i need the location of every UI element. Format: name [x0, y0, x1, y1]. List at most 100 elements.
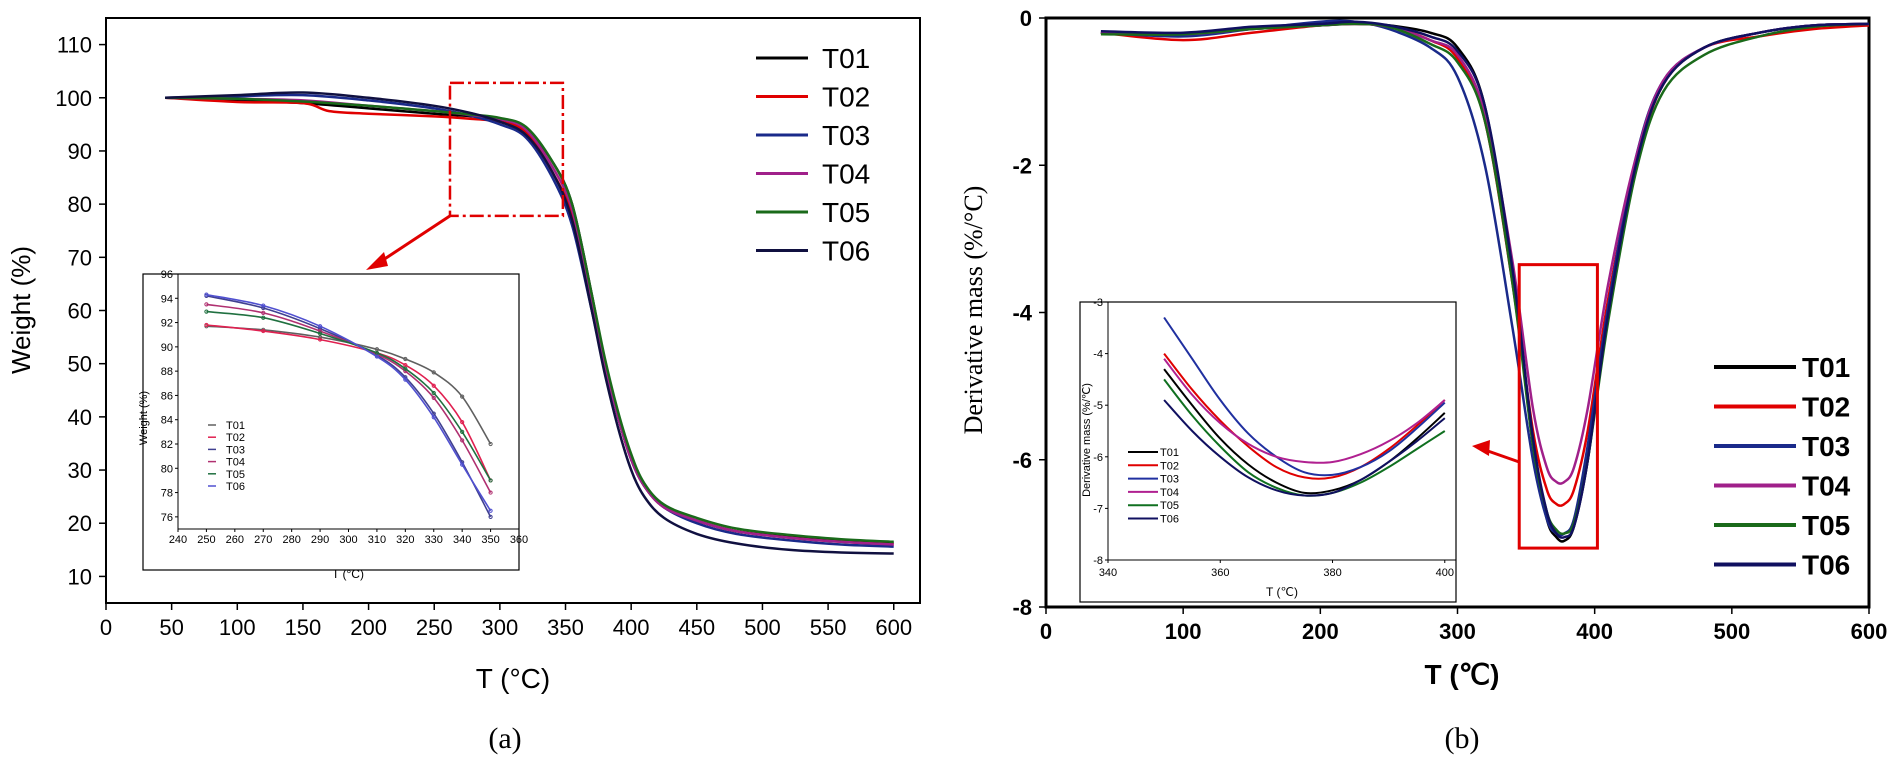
chart-a-y-axis-label: Weight (%) [6, 246, 36, 374]
chart-b-inset-series-t06 [1163, 399, 1446, 497]
chart-a-inset-x-tick-label: 290 [311, 534, 329, 546]
chart-a-inset-legend-label-t01: T01 [226, 420, 245, 432]
chart-b-inset-series-t04 [1163, 358, 1446, 464]
chart-b-x-tick-label: 100 [1165, 619, 1202, 644]
chart-a-x-tick-label: 450 [678, 615, 715, 640]
chart-a-inset-y-tick-label: 90 [161, 342, 173, 354]
chart-b-x-axis-label: T (℃) [1425, 659, 1500, 690]
chart-a-inset-legend-label-t02: T02 [226, 432, 245, 444]
chart-a-inset-point-t05 [317, 331, 323, 336]
chart-b-panel-label: (b) [1445, 722, 1480, 755]
chart-a-inset-point-t06 [374, 354, 380, 359]
chart-a-inset-x-tick-label: 310 [368, 534, 386, 546]
chart-a-inset-legend-label-t05: T05 [226, 469, 245, 481]
chart-b-x-tick-label: 500 [1713, 619, 1750, 644]
chart-a-inset-y-tick-label: 76 [161, 512, 173, 524]
chart-a-inset-y-tick-label: 84 [161, 415, 173, 427]
chart-a-inset-point-t04 [261, 310, 266, 315]
chart-b-zoom-arrowhead [1472, 440, 1490, 456]
chart-b-inset-series-t02 [1163, 352, 1446, 480]
chart-a-inset-point-t05 [431, 390, 436, 396]
chart-a-inset-x-tick-label: 340 [453, 534, 471, 546]
chart-a-inset-y-tick-label: 86 [161, 390, 173, 402]
chart-b-inset-legend-label-t02: T02 [1160, 460, 1179, 472]
chart-a-y-tick-label: 70 [68, 245, 92, 270]
chart-a-inset-point-t05 [261, 315, 266, 320]
chart-a-x-tick-label: 0 [100, 615, 112, 640]
chart-a-y-tick-label: 90 [68, 139, 92, 164]
chart-a-inset-point-t05 [403, 366, 408, 371]
chart-b-x-tick-label: 0 [1040, 619, 1052, 644]
chart-a-inset-point-t04 [488, 490, 493, 495]
chart-a-inset-point-t01 [460, 394, 465, 399]
chart-b-inset-y-tick-label: -8 [1093, 555, 1103, 567]
chart-a-inset-y-tick-label: 82 [161, 439, 173, 451]
chart-a-x-tick-label: 100 [219, 615, 256, 640]
chart-b-inset-legend-label-t03: T03 [1160, 474, 1179, 486]
chart-a-inset-x-tick-label: 350 [481, 534, 499, 546]
chart-b-inset-legend-label-t01: T01 [1160, 447, 1179, 459]
chart-b-x-tick-label: 600 [1851, 619, 1888, 644]
chart-a-legend-label-t05: T05 [822, 197, 870, 228]
chart-b-legend-label-t03: T03 [1802, 431, 1850, 462]
chart-b-inset-x-tick-label: 340 [1099, 567, 1117, 579]
chart-a-inset-legend-label-t04: T04 [226, 457, 245, 469]
chart-b-inset-x-tick-label: 360 [1211, 567, 1229, 579]
chart-b-y-tick-label: -2 [1012, 153, 1032, 178]
chart-b-legend-label-t01: T01 [1802, 352, 1850, 383]
chart-a-legend-label-t01: T01 [822, 43, 870, 74]
chart-a-zoom-arrow [379, 214, 451, 264]
chart-a-y-tick-label: 20 [68, 511, 92, 536]
chart-a-inset-x-tick-label: 300 [339, 534, 357, 546]
chart-b-legend-label-t06: T06 [1802, 550, 1850, 581]
chart-a-inset-point-t05 [460, 429, 465, 434]
chart-a-y-tick-label: 10 [68, 564, 92, 589]
chart-b-inset-y-axis-label: Derivative mass (%/℃) [1081, 383, 1093, 497]
chart-b-inset-legend-label-t06: T06 [1160, 514, 1179, 526]
chart-a-inset-x-tick-label: 330 [425, 534, 443, 546]
chart-a-y-tick-label: 50 [68, 352, 92, 377]
chart-a-inset-point-t05 [488, 478, 493, 483]
chart-a-series-t06 [165, 91, 894, 555]
chart-b-legend-label-t05: T05 [1802, 510, 1850, 541]
chart-a-x-tick-label: 600 [875, 615, 912, 640]
chart-b-x-tick-label: 200 [1302, 619, 1339, 644]
chart-b-y-tick-label: -8 [1012, 595, 1032, 620]
chart-b-legend-label-t02: T02 [1802, 392, 1850, 423]
chart-a-x-tick-label: 250 [416, 615, 453, 640]
chart-a: 0 50 100 150 200 250 300 350 400 450 500 550 600 10 20… [6, 17, 921, 755]
chart-a-legend: T01 T02 T03 T04 T05 T06 [756, 43, 870, 267]
chart-a-inset-x-tick-label: 240 [169, 534, 187, 546]
chart-b-y-tick-label: -4 [1012, 301, 1032, 326]
chart-a-inset-axes: 240 250 260 270 280 290 300 310 320 330 340 350 360 7… [161, 269, 528, 546]
chart-b-inset-y-tick-label: -3 [1093, 297, 1103, 309]
chart-a-inset-point-t01 [488, 441, 493, 447]
chart-b-inset-series-t03 [1163, 316, 1446, 477]
chart-a-inset-point-t06 [261, 303, 266, 308]
chart-a-panel-label: (a) [488, 722, 521, 755]
chart-a-inset-y-tick-label: 94 [161, 293, 173, 305]
chart-a-x-tick-label: 500 [744, 615, 781, 640]
chart-a-inset-point-t04 [460, 438, 465, 443]
chart-a-inset-point-t06 [317, 324, 323, 329]
chart-b-inset-axes: 340 360 380 400 -3 -4 -5 -6 -7 -8 [1093, 297, 1457, 579]
chart-a-legend-label-t04: T04 [822, 159, 870, 190]
chart-a-inset-point-t02 [261, 328, 266, 334]
chart-a-y-tick-label: 110 [57, 33, 92, 58]
chart-a-inset-y-tick-label: 92 [161, 318, 173, 330]
chart-a-inset-point-t06 [403, 377, 408, 382]
chart-a-inset-x-tick-label: 320 [396, 534, 414, 546]
chart-a-inset-x-tick-label: 360 [510, 534, 528, 546]
chart-b-inset-x-tick-label: 400 [1436, 567, 1454, 579]
chart-b-inset-series [1163, 316, 1446, 497]
chart-a-inset-series-t06 [206, 293, 492, 512]
chart-a-inset-point-t06 [488, 508, 493, 513]
chart-a-inset-y-tick-label: 88 [161, 366, 173, 378]
chart-b-series-t06 [1100, 20, 1870, 539]
chart-a-inset-point-t06 [431, 415, 436, 420]
